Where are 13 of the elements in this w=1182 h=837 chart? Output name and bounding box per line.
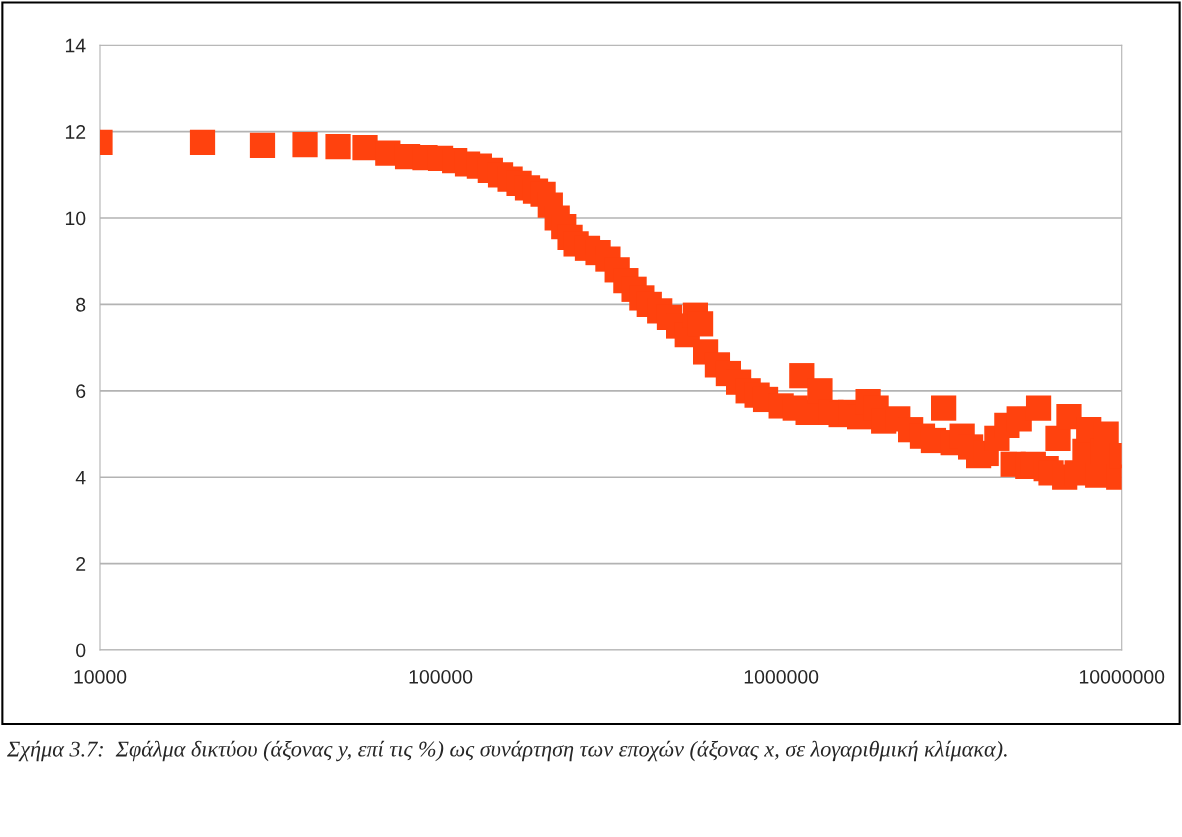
x-tick-label: 100000 (409, 669, 473, 684)
y-tick-label: 2 (76, 557, 86, 571)
x-tick-label: 10000 (74, 669, 127, 684)
y-tick-label: 12 (65, 125, 86, 139)
x-tick-label: 10000000 (1079, 669, 1165, 684)
y-tick-label: 4 (75, 470, 86, 485)
text: Σχήμα 3.7: Σφάλμα δικτύου (άξονας y, επί τις %) ως συνάρτηση των εποχών (άξονας x, σε λογαριθμική κλίμακα). (7, 740, 1007, 762)
y-tick-label: 10 (65, 211, 86, 226)
y-tick-label: 6 (76, 384, 86, 399)
y-tick-label: 0 (76, 643, 86, 658)
y-tick-label: 8 (76, 297, 86, 312)
x-tick-label: 1000000 (744, 669, 819, 684)
y-tick-label: 14 (65, 38, 86, 53)
